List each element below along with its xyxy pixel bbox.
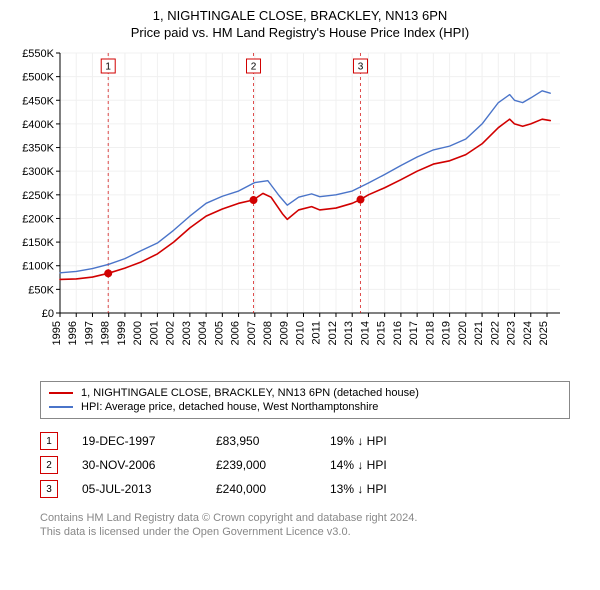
chart-container: 1, NIGHTINGALE CLOSE, BRACKLEY, NN13 6PN… [0,0,600,540]
x-tick-label: 2018 [424,321,436,345]
sales-date: 19-DEC-1997 [82,434,192,448]
x-tick-label: 1995 [51,321,63,345]
legend-label: HPI: Average price, detached house, West… [81,401,378,413]
y-tick-label: £200K [22,213,54,225]
y-tick-label: £0 [42,308,54,320]
x-tick-label: 2005 [213,321,225,345]
x-tick-label: 2017 [408,321,420,345]
sales-marker-box: 3 [40,480,58,498]
y-tick-label: £300K [22,166,54,178]
x-tick-label: 2009 [278,321,290,345]
x-tick-label: 2001 [148,321,160,345]
sale-marker-number: 3 [358,62,364,73]
sales-table: 1 19-DEC-1997 £83,950 19% ↓ HPI 2 30-NOV-2006… [40,429,570,501]
sale-point-dot [104,269,112,277]
x-tick-label: 2023 [506,321,518,345]
y-tick-label: £500K [22,72,54,84]
sales-diff: 13% ↓ HPI [330,482,420,496]
attribution-line: Contains HM Land Registry data © Crown c… [40,511,570,525]
x-tick-label: 2008 [262,321,274,345]
x-tick-label: 2021 [473,321,485,345]
sales-date: 05-JUL-2013 [82,482,192,496]
x-tick-label: 2002 [165,321,177,345]
sales-diff: 19% ↓ HPI [330,434,420,448]
x-tick-label: 2013 [343,321,355,345]
attribution: Contains HM Land Registry data © Crown c… [40,511,570,540]
sales-row: 2 30-NOV-2006 £239,000 14% ↓ HPI [40,453,570,477]
x-tick-label: 2020 [457,321,469,345]
y-tick-label: £150K [22,237,54,249]
y-tick-label: £250K [22,190,54,202]
sales-date: 30-NOV-2006 [82,458,192,472]
sales-price: £83,950 [216,434,306,448]
x-tick-label: 2006 [230,321,242,345]
chart-subtitle: Price paid vs. HM Land Registry's House … [10,25,590,40]
y-tick-label: £400K [22,119,54,131]
sales-marker-box: 2 [40,456,58,474]
y-tick-label: £350K [22,143,54,155]
x-tick-label: 1999 [116,321,128,345]
x-tick-label: 2014 [359,321,371,345]
legend-swatch [49,392,73,394]
line-chart-svg: £0 £50K £100K £150K £200K £250K £300K £350K £400… [10,48,570,368]
sale-point-dot [250,196,258,204]
x-tick-label: 1996 [67,321,79,345]
x-tick-label: 2025 [538,321,550,345]
legend-label: 1, NIGHTINGALE CLOSE, BRACKLEY, NN13 6PN… [81,387,419,399]
x-tick-label: 2012 [327,321,339,345]
x-tick-label: 2010 [295,321,307,345]
y-tick-label: £550K [22,48,54,60]
y-tick-label: £50K [28,284,54,296]
plot-area: £0 £50K £100K £150K £200K £250K £300K £350K £400… [10,48,590,373]
x-tick-label: 2016 [392,321,404,345]
sales-row: 3 05-JUL-2013 £240,000 13% ↓ HPI [40,477,570,501]
x-tick-label: 2024 [522,321,534,345]
sales-row: 1 19-DEC-1997 £83,950 19% ↓ HPI [40,429,570,453]
x-tick-label: 2019 [441,321,453,345]
sales-marker-box: 1 [40,432,58,450]
sale-marker-number: 2 [251,62,257,73]
y-tick-label: £450K [22,95,54,107]
legend: 1, NIGHTINGALE CLOSE, BRACKLEY, NN13 6PN… [40,381,570,419]
sales-price: £239,000 [216,458,306,472]
x-tick-label: 2015 [376,321,388,345]
x-tick-label: 2004 [197,321,209,345]
sales-diff: 14% ↓ HPI [330,458,420,472]
y-tick-label: £100K [22,261,54,273]
x-tick-label: 2007 [246,321,258,345]
chart-title: 1, NIGHTINGALE CLOSE, BRACKLEY, NN13 6PN [10,8,590,23]
x-tick-label: 1997 [83,321,95,345]
sale-point-dot [356,196,364,204]
attribution-line: This data is licensed under the Open Gov… [40,525,570,539]
sale-marker-number: 1 [105,62,111,73]
x-tick-label: 2003 [181,321,193,345]
sales-price: £240,000 [216,482,306,496]
legend-swatch [49,406,73,408]
x-tick-label: 2011 [311,321,323,345]
x-tick-label: 1998 [100,321,112,345]
legend-item: HPI: Average price, detached house, West… [49,400,561,414]
legend-item: 1, NIGHTINGALE CLOSE, BRACKLEY, NN13 6PN… [49,386,561,400]
x-tick-label: 2000 [132,321,144,345]
x-tick-label: 2022 [489,321,501,345]
